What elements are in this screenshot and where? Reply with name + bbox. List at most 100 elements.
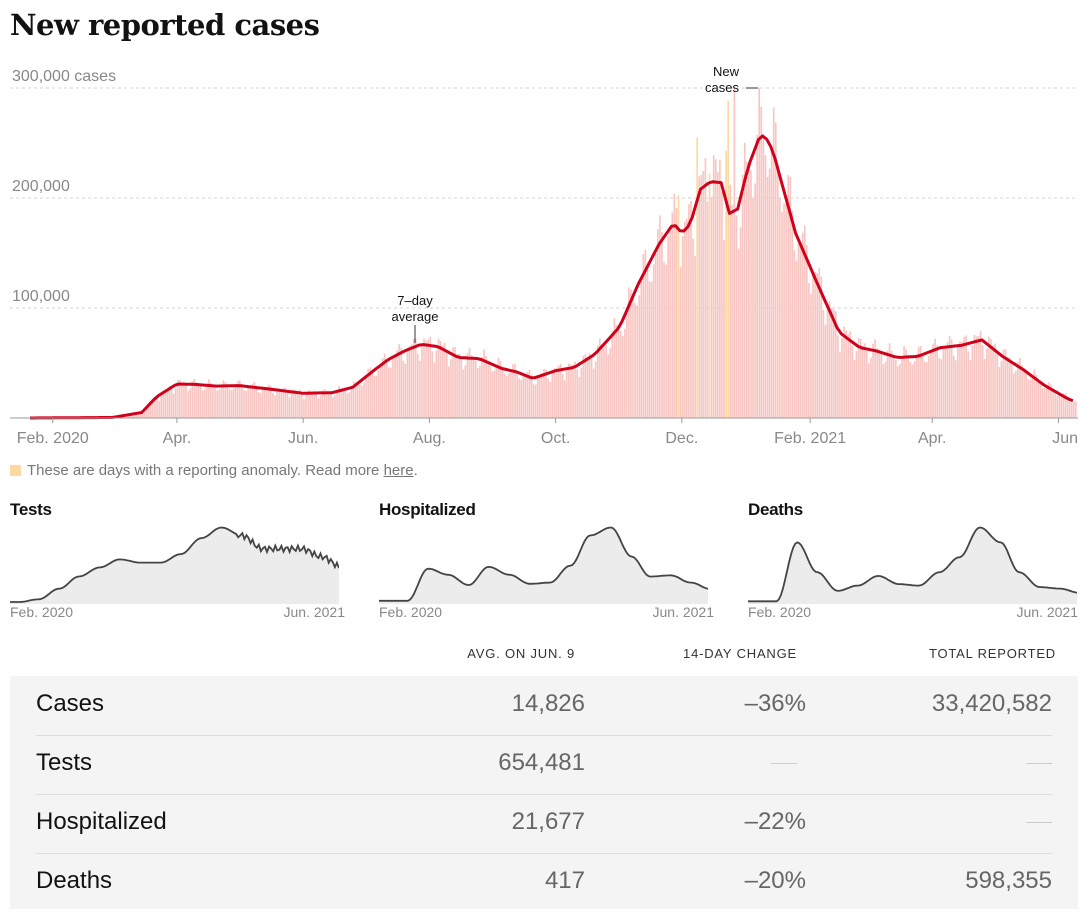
daily-case-bar	[905, 350, 907, 418]
daily-case-bar	[856, 351, 858, 418]
header-total: TOTAL REPORTED	[929, 646, 1056, 661]
daily-case-bar	[216, 391, 218, 418]
daily-case-bar	[583, 356, 585, 418]
daily-case-bar	[158, 401, 160, 418]
daily-case-bar	[295, 390, 297, 418]
daily-case-bar	[462, 369, 464, 418]
daily-case-bar	[442, 346, 444, 418]
daily-case-bar	[709, 174, 711, 419]
new-cases-annotation-line2: cases	[705, 80, 739, 95]
daily-case-bar	[694, 256, 696, 418]
daily-case-bar	[394, 356, 396, 418]
tests-avg: 654,481	[498, 749, 585, 777]
daily-case-bar	[336, 390, 338, 418]
daily-case-bar	[878, 349, 880, 418]
daily-case-bar	[214, 388, 216, 418]
daily-case-bar	[380, 367, 382, 418]
daily-case-bar	[957, 347, 959, 418]
daily-case-bar	[837, 335, 839, 418]
daily-case-bar	[843, 327, 845, 418]
daily-case-bar	[1058, 395, 1060, 418]
daily-case-bar	[400, 347, 402, 418]
daily-case-bar	[1040, 384, 1042, 418]
daily-case-bar	[589, 353, 591, 418]
daily-case-bar	[965, 335, 967, 418]
daily-case-bar	[390, 368, 392, 418]
daily-case-bar	[980, 331, 982, 418]
x-tick-label: Feb. 2021	[774, 430, 846, 447]
daily-case-bar	[169, 386, 171, 418]
daily-case-bar	[460, 359, 462, 418]
tests-start-label: Feb. 2020	[10, 604, 73, 620]
daily-case-bar	[897, 366, 899, 418]
read-more-link[interactable]: here	[384, 462, 414, 479]
daily-case-bar	[231, 390, 233, 418]
daily-case-bar	[810, 294, 812, 418]
daily-case-bar	[212, 386, 214, 418]
new-cases-annotation-line1: New	[713, 64, 740, 79]
daily-case-bar	[210, 383, 212, 418]
sparkline-area	[379, 528, 708, 605]
daily-case-bar	[808, 283, 810, 418]
daily-case-bar	[696, 137, 698, 418]
daily-case-bar	[955, 360, 957, 418]
daily-case-bar	[446, 354, 448, 418]
daily-case-bar	[916, 357, 918, 418]
daily-case-bar	[812, 274, 814, 418]
daily-case-bar	[183, 382, 185, 418]
tests-title: Tests	[10, 500, 345, 520]
daily-case-bar	[597, 345, 599, 418]
daily-case-bar	[365, 378, 367, 419]
daily-case-bar	[531, 375, 533, 418]
daily-case-bar	[814, 272, 816, 418]
daily-case-bar	[734, 88, 736, 418]
daily-case-bar	[431, 351, 433, 418]
daily-case-bar	[272, 393, 274, 418]
daily-case-bar	[740, 227, 742, 418]
daily-case-bar	[765, 155, 767, 418]
table-row: Cases 14,826 –36% 33,420,582	[36, 676, 1052, 736]
daily-case-bar	[645, 250, 647, 418]
daily-case-bar	[378, 370, 380, 418]
daily-case-bar	[523, 376, 525, 418]
daily-case-bar	[717, 172, 719, 418]
daily-case-bar	[760, 107, 762, 418]
daily-case-bar	[663, 262, 665, 418]
daily-case-bar	[587, 357, 589, 418]
daily-case-bar	[769, 169, 771, 418]
daily-case-bar	[494, 370, 496, 418]
daily-case-bar	[959, 342, 961, 418]
x-tick-label: Aug.	[413, 430, 446, 447]
daily-case-bar	[1044, 388, 1046, 418]
daily-case-bar	[301, 395, 303, 418]
daily-case-bar	[297, 391, 299, 418]
daily-case-bar	[816, 273, 818, 418]
daily-case-bar	[487, 362, 489, 418]
daily-case-bar	[345, 391, 347, 418]
daily-case-bar	[156, 399, 158, 418]
daily-case-bar	[440, 341, 442, 418]
daily-case-bar	[473, 357, 475, 418]
daily-case-bar	[620, 331, 622, 418]
daily-case-bar	[936, 345, 938, 418]
daily-case-bar	[291, 393, 293, 418]
daily-case-bar	[452, 347, 454, 418]
daily-case-bar	[328, 392, 330, 418]
daily-case-bar	[527, 372, 529, 418]
daily-case-bar	[496, 365, 498, 418]
daily-case-bar	[334, 395, 336, 418]
deaths-mini-chart: Deaths Feb. 2020 Jun. 2021	[748, 500, 1078, 625]
daily-case-bar	[932, 344, 934, 418]
daily-case-bar	[438, 339, 440, 418]
daily-case-bar	[314, 391, 316, 418]
daily-case-bar	[562, 374, 564, 418]
daily-case-bar	[1067, 397, 1069, 418]
daily-case-bar	[951, 340, 953, 418]
daily-case-bar	[661, 232, 663, 418]
daily-case-bar	[574, 362, 576, 418]
daily-case-bar	[247, 388, 249, 418]
daily-case-bar	[421, 346, 423, 418]
daily-case-bar	[189, 388, 191, 418]
daily-case-bar	[777, 165, 779, 418]
daily-case-bar	[1052, 390, 1054, 418]
